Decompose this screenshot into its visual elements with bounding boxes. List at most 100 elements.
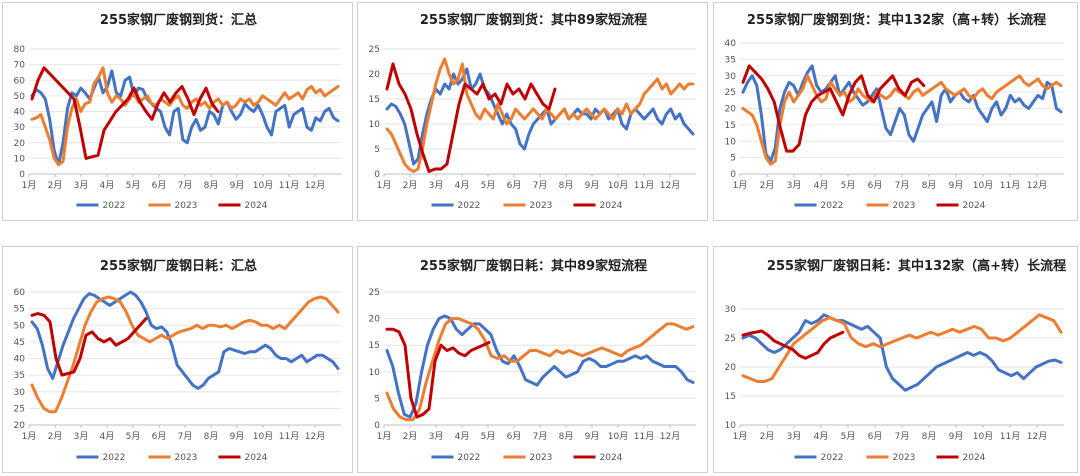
x-tick-label: 12月 [1027, 431, 1047, 442]
x-tick-label: 9月 [585, 180, 600, 191]
series-line-2022 [30, 290, 340, 390]
y-tick-label: 10 [725, 137, 737, 147]
y-tick-label: 60 [14, 76, 26, 86]
legend-label-2022: 2022 [103, 201, 126, 211]
legend-label-2023: 2023 [175, 201, 198, 211]
x-tick-label: 8月 [922, 431, 937, 442]
y-tick-label: 45 [14, 338, 25, 348]
y-tick-label: 5 [374, 394, 380, 404]
y-tick-label: 0 [730, 170, 736, 180]
y-tick-label: 5 [374, 145, 380, 155]
x-tick-label: 11月 [634, 431, 654, 442]
x-tick-label: 11月 [279, 180, 299, 191]
chart-panel-6: 255家钢厂废钢日耗：其中132家（高+转）长流程 10 15 20 25 30 1月 2月 3… [713, 246, 1078, 473]
y-tick-label: 15 [369, 341, 380, 351]
y-tick-label: 20 [725, 105, 737, 115]
x-tick-label: 6月 [152, 180, 167, 191]
x-tick-label: 11月 [1000, 431, 1020, 442]
y-tick-label: 10 [369, 368, 381, 378]
line-chart: 0 5 10 15 20 25 1月 2月 3月 4月 5月 6月 7月 8月 9月 10月 11月 12月 202… [369, 288, 696, 463]
legend-label-2023: 2023 [893, 453, 916, 463]
x-tick-label: 12月 [660, 431, 680, 442]
y-tick-label: 25 [725, 88, 736, 98]
y-tick-label: 20 [369, 70, 381, 80]
y-tick-label: 40 [725, 39, 737, 49]
series-line-2024 [741, 64, 926, 153]
y-tick-label: 0 [19, 170, 25, 180]
x-tick-label: 8月 [559, 431, 574, 442]
legend-label-2022: 2022 [821, 453, 844, 463]
y-tick-label: 55 [14, 305, 25, 315]
x-tick-label: 5月 [126, 431, 141, 442]
series-line-2023 [385, 57, 695, 173]
x-tick-label: 9月 [230, 431, 245, 442]
x-tick-label: 7月 [895, 431, 910, 442]
x-tick-label: 10月 [973, 180, 993, 191]
chart-title: 255家钢厂废钢日耗：汇总 [99, 259, 258, 274]
chart-title: 255家钢厂废钢日耗：其中89家短流程 [419, 259, 648, 274]
x-tick-label: 8月 [922, 180, 937, 191]
series-line-2023 [30, 66, 340, 167]
x-tick-label: 4月 [100, 180, 115, 191]
y-tick-label: 20 [369, 315, 381, 325]
x-tick-label: 8月 [559, 180, 574, 191]
x-tick-label: 7月 [895, 180, 910, 191]
x-tick-label: 2月 [403, 431, 418, 442]
x-tick-label: 3月 [429, 431, 444, 442]
x-tick-label: 8月 [204, 431, 219, 442]
y-tick-label: 80 [14, 45, 26, 55]
x-tick-label: 2月 [403, 180, 418, 191]
y-tick-label: 25 [369, 45, 380, 55]
x-tick-label: 7月 [533, 180, 548, 191]
x-tick-label: 5月 [481, 431, 496, 442]
y-tick-label: 10 [725, 421, 737, 431]
x-tick-label: 12月 [305, 431, 325, 442]
chart-panel-5: 255家钢厂废钢日耗：其中89家短流程 0 5 10 15 20 25 1月 2月 3月 4月 5月 6… [357, 246, 708, 473]
x-tick-label: 7月 [533, 431, 548, 442]
y-tick-label: 60 [14, 288, 26, 298]
legend-label-2024: 2024 [963, 453, 986, 463]
x-tick-label: 9月 [949, 180, 964, 191]
y-tick-label: 15 [369, 95, 380, 105]
chart-title: 255家钢厂废钢日耗：其中132家（高+转）长流程 [766, 259, 1067, 274]
x-tick-label: 3月 [787, 180, 802, 191]
x-tick-label: 4月 [100, 431, 115, 442]
chart-title: 255家钢厂废钢到货：其中89家短流程 [419, 13, 648, 28]
x-tick-label: 10月 [608, 180, 628, 191]
x-tick-label: 4月 [814, 431, 829, 442]
x-tick-label: 4月 [455, 180, 470, 191]
x-tick-label: 4月 [455, 431, 470, 442]
x-tick-label: 11月 [279, 431, 299, 442]
y-tick-label: 20 [14, 421, 26, 431]
y-tick-label: 70 [14, 61, 26, 71]
x-tick-label: 5月 [841, 180, 856, 191]
series-line-2024 [30, 66, 220, 160]
y-tick-label: 35 [725, 55, 736, 65]
x-tick-label: 10月 [973, 431, 993, 442]
x-tick-label: 5月 [126, 180, 141, 191]
x-tick-label: 3月 [74, 180, 89, 191]
x-tick-label: 1月 [22, 431, 37, 442]
y-tick-label: 30 [725, 72, 737, 82]
x-tick-label: 7月 [178, 431, 193, 442]
x-tick-label: 10月 [608, 431, 628, 442]
series-line-2024 [741, 329, 845, 360]
x-tick-label: 3月 [74, 431, 89, 442]
y-tick-label: 10 [14, 154, 26, 164]
x-tick-label: 6月 [868, 431, 883, 442]
chart-panel-2: 255家钢厂废钢到货：其中89家短流程 0 5 10 15 20 25 1月 2月 3月 4月 5月 6… [357, 2, 708, 221]
y-tick-label: 0 [374, 421, 380, 431]
legend-label-2024: 2024 [600, 201, 623, 211]
x-tick-label: 1月 [733, 180, 748, 191]
y-tick-label: 40 [14, 108, 26, 118]
x-tick-label: 7月 [178, 180, 193, 191]
line-chart: 10 15 20 25 30 1月 2月 3月 4月 5月 6月 7月 8月 9月 10月 11月 12月 202… [725, 305, 1064, 463]
y-tick-label: 25 [725, 334, 736, 344]
y-tick-label: 0 [374, 170, 380, 180]
chart-title: 255家钢厂废钢到货：汇总 [99, 13, 258, 28]
series-line-2022 [741, 64, 1063, 163]
x-tick-label: 1月 [377, 431, 392, 442]
line-chart: 20 25 30 35 40 45 50 55 60 1月 2月 3月 4月 5月 6月 7月 8月 9月 10月 1… [14, 288, 341, 463]
series-line-2024 [385, 327, 491, 419]
legend-label-2022: 2022 [821, 201, 844, 211]
